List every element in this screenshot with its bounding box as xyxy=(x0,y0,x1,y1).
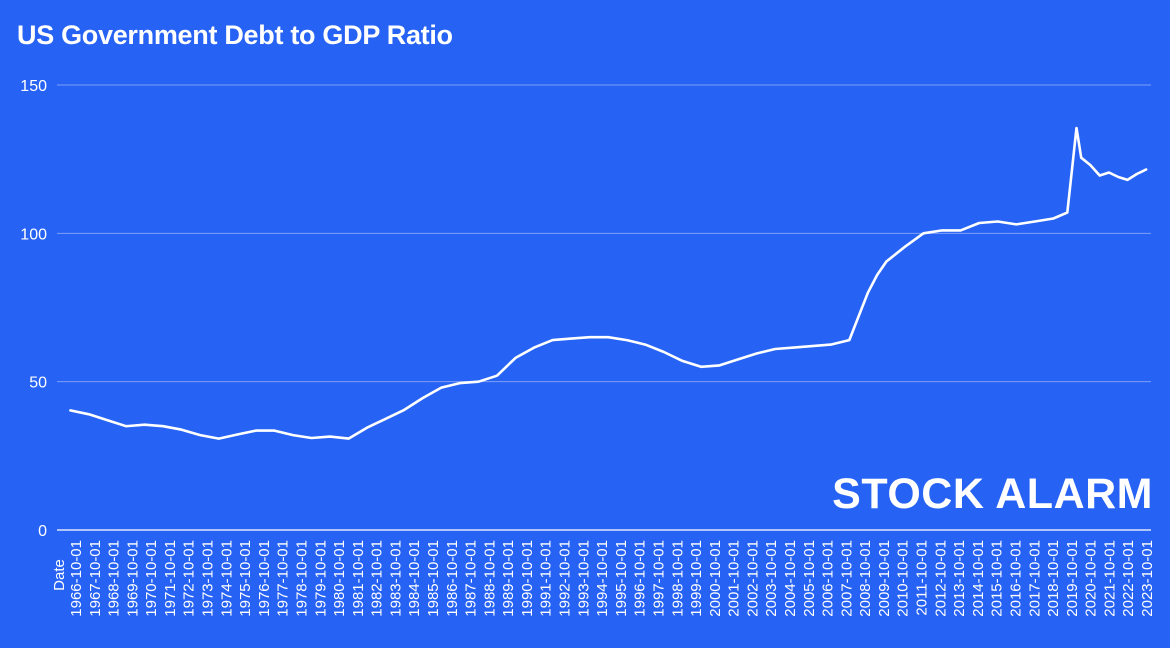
x-tick-label: 1996-10-01 xyxy=(632,540,649,617)
x-tick-label: 1986-10-01 xyxy=(444,540,461,617)
x-tick-label: 2019-10-01 xyxy=(1064,540,1081,617)
x-tick-label: 2015-10-01 xyxy=(989,540,1006,617)
x-tick-label: 2022-10-01 xyxy=(1120,540,1137,617)
x-tick-label: 1982-10-01 xyxy=(369,540,386,617)
x-tick-label: 2013-10-01 xyxy=(951,540,968,617)
x-tick-label: 1984-10-01 xyxy=(406,540,423,617)
x-tick-label: 1994-10-01 xyxy=(594,540,611,617)
x-tick-label: 2012-10-01 xyxy=(932,540,949,617)
x-tick-label: 2006-10-01 xyxy=(820,540,837,617)
x-tick-label: 2018-10-01 xyxy=(1045,540,1062,617)
x-tick-label: 1978-10-01 xyxy=(294,540,311,617)
x-tick-label: 2005-10-01 xyxy=(801,540,818,617)
x-tick-label: 2000-10-01 xyxy=(707,540,724,617)
x-tick-label: 2011-10-01 xyxy=(914,540,931,616)
x-tick-label: 2009-10-01 xyxy=(876,540,893,617)
x-tick-label: 2001-10-01 xyxy=(726,540,743,617)
x-tick-label: 2014-10-01 xyxy=(970,540,987,617)
x-tick-label: 1983-10-01 xyxy=(387,540,404,617)
x-tick-label: 1969-10-01 xyxy=(124,540,141,617)
x-tick-label: 1992-10-01 xyxy=(557,540,574,617)
x-tick-label: 2004-10-01 xyxy=(782,540,799,617)
chart-title: US Government Debt to GDP Ratio xyxy=(17,20,453,50)
x-tick-label: 2021-10-01 xyxy=(1101,540,1118,617)
x-tick-label: 1990-10-01 xyxy=(519,540,536,617)
x-tick-label: 1997-10-01 xyxy=(651,540,668,617)
x-axis-title: Date xyxy=(51,559,68,591)
y-tick-label: 150 xyxy=(20,78,47,95)
x-tick-label: 1989-10-01 xyxy=(500,540,517,617)
x-tick-label: 2020-10-01 xyxy=(1083,540,1100,617)
x-tick-label: 1980-10-01 xyxy=(331,540,348,617)
x-tick-label: 1985-10-01 xyxy=(425,540,442,617)
y-tick-label: 50 xyxy=(29,375,47,392)
x-tick-label: 1971-10-01 xyxy=(162,540,179,617)
x-tick-label: 1993-10-01 xyxy=(575,540,592,617)
x-tick-label: 1974-10-01 xyxy=(218,540,235,617)
x-tick-label: 1968-10-01 xyxy=(106,540,123,617)
x-tick-label: 2002-10-01 xyxy=(744,540,761,617)
x-tick-label: 1977-10-01 xyxy=(275,540,292,617)
x-tick-label: 1991-10-01 xyxy=(538,540,555,617)
x-tick-label: 1987-10-01 xyxy=(463,540,480,617)
x-tick-label: 1976-10-01 xyxy=(256,540,273,617)
x-tick-label: 1970-10-01 xyxy=(143,540,160,617)
y-tick-label: 0 xyxy=(38,523,47,540)
x-tick-label: 2016-10-01 xyxy=(1008,540,1025,617)
debt-to-gdp-line xyxy=(69,126,1148,440)
x-tick-label: 1973-10-01 xyxy=(200,540,217,617)
x-tick-label: 1988-10-01 xyxy=(481,540,498,617)
x-tick-label: 1975-10-01 xyxy=(237,540,254,617)
x-tick-label: 1998-10-01 xyxy=(669,540,686,617)
x-tick-label: 2017-10-01 xyxy=(1026,540,1043,617)
x-tick-label: 1999-10-01 xyxy=(688,540,705,617)
x-tick-label: 2023-10-01 xyxy=(1139,540,1156,617)
x-tick-label: 1972-10-01 xyxy=(181,540,198,617)
x-tick-label: 1967-10-01 xyxy=(87,540,104,617)
x-tick-label: 1979-10-01 xyxy=(312,540,329,617)
x-tick-label: 2008-10-01 xyxy=(857,540,874,617)
x-tick-label: 2010-10-01 xyxy=(895,540,912,617)
x-tick-label: 2003-10-01 xyxy=(763,540,780,617)
x-tick-label: 1981-10-01 xyxy=(350,540,367,617)
x-tick-label: 1966-10-01 xyxy=(68,540,85,617)
stock-alarm-logo: STOCK ALARM xyxy=(832,470,1153,518)
x-tick-label: 2007-10-01 xyxy=(838,540,855,617)
y-tick-label: 100 xyxy=(20,226,47,243)
x-tick-label: 1995-10-01 xyxy=(613,540,630,617)
